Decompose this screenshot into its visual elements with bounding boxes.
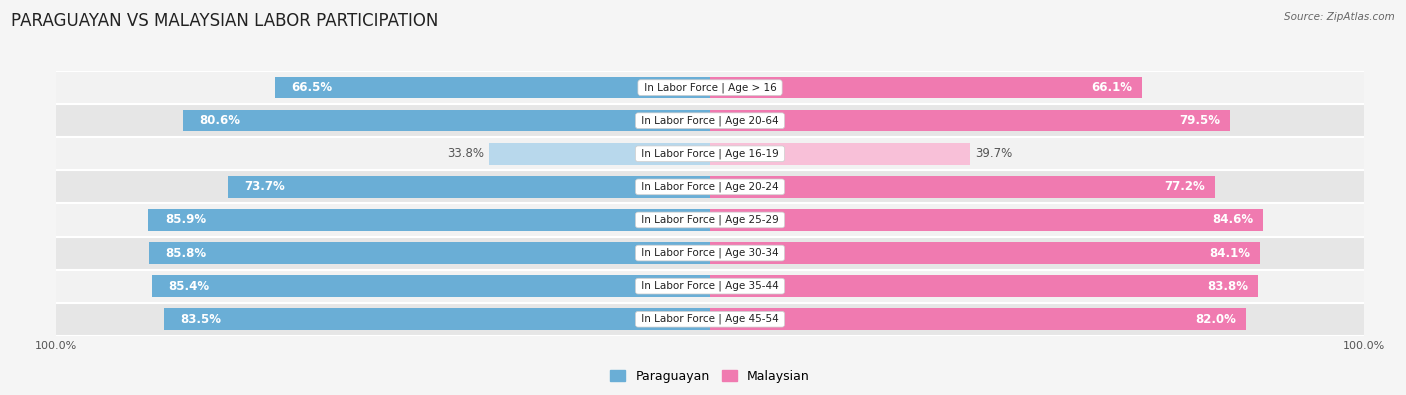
Bar [710, 176, 1215, 198]
Text: In Labor Force | Age 20-24: In Labor Force | Age 20-24 [638, 182, 782, 192]
Text: 84.6%: 84.6% [1212, 213, 1253, 226]
Text: 85.9%: 85.9% [165, 213, 205, 226]
Text: 33.8%: 33.8% [447, 147, 484, 160]
Text: In Labor Force | Age > 16: In Labor Force | Age > 16 [641, 83, 779, 93]
Bar [56, 71, 1364, 104]
Text: In Labor Force | Age 45-54: In Labor Force | Age 45-54 [638, 314, 782, 324]
Bar [710, 143, 970, 165]
Bar [710, 77, 1142, 98]
Bar [56, 237, 1364, 269]
Text: 73.7%: 73.7% [245, 181, 285, 194]
Bar [276, 77, 710, 98]
Text: 79.5%: 79.5% [1180, 114, 1220, 127]
Text: 66.1%: 66.1% [1091, 81, 1132, 94]
Bar [165, 308, 710, 330]
Bar [149, 209, 710, 231]
Text: PARAGUAYAN VS MALAYSIAN LABOR PARTICIPATION: PARAGUAYAN VS MALAYSIAN LABOR PARTICIPAT… [11, 12, 439, 30]
Text: In Labor Force | Age 30-34: In Labor Force | Age 30-34 [638, 248, 782, 258]
Bar [56, 104, 1364, 137]
Bar [56, 137, 1364, 170]
Bar [183, 110, 710, 132]
Text: 77.2%: 77.2% [1164, 181, 1205, 194]
Bar [56, 269, 1364, 303]
Legend: Paraguayan, Malaysian: Paraguayan, Malaysian [605, 365, 815, 388]
Text: Source: ZipAtlas.com: Source: ZipAtlas.com [1284, 12, 1395, 22]
Bar [710, 308, 1246, 330]
Text: 83.5%: 83.5% [180, 313, 222, 326]
Text: 39.7%: 39.7% [974, 147, 1012, 160]
Text: In Labor Force | Age 20-64: In Labor Force | Age 20-64 [638, 115, 782, 126]
Text: 66.5%: 66.5% [291, 81, 333, 94]
Text: In Labor Force | Age 35-44: In Labor Force | Age 35-44 [638, 281, 782, 292]
Bar [710, 110, 1230, 132]
Bar [228, 176, 710, 198]
Text: 82.0%: 82.0% [1195, 313, 1236, 326]
Text: In Labor Force | Age 16-19: In Labor Force | Age 16-19 [638, 149, 782, 159]
Text: 80.6%: 80.6% [200, 114, 240, 127]
Bar [710, 242, 1260, 264]
Bar [56, 303, 1364, 336]
Bar [152, 275, 710, 297]
Text: In Labor Force | Age 25-29: In Labor Force | Age 25-29 [638, 215, 782, 225]
Bar [489, 143, 710, 165]
Bar [56, 203, 1364, 237]
Text: 84.1%: 84.1% [1209, 246, 1250, 260]
Text: 85.8%: 85.8% [166, 246, 207, 260]
Text: 85.4%: 85.4% [169, 280, 209, 293]
Bar [149, 242, 710, 264]
Text: 83.8%: 83.8% [1208, 280, 1249, 293]
Bar [710, 209, 1263, 231]
Bar [56, 170, 1364, 203]
Bar [710, 275, 1258, 297]
